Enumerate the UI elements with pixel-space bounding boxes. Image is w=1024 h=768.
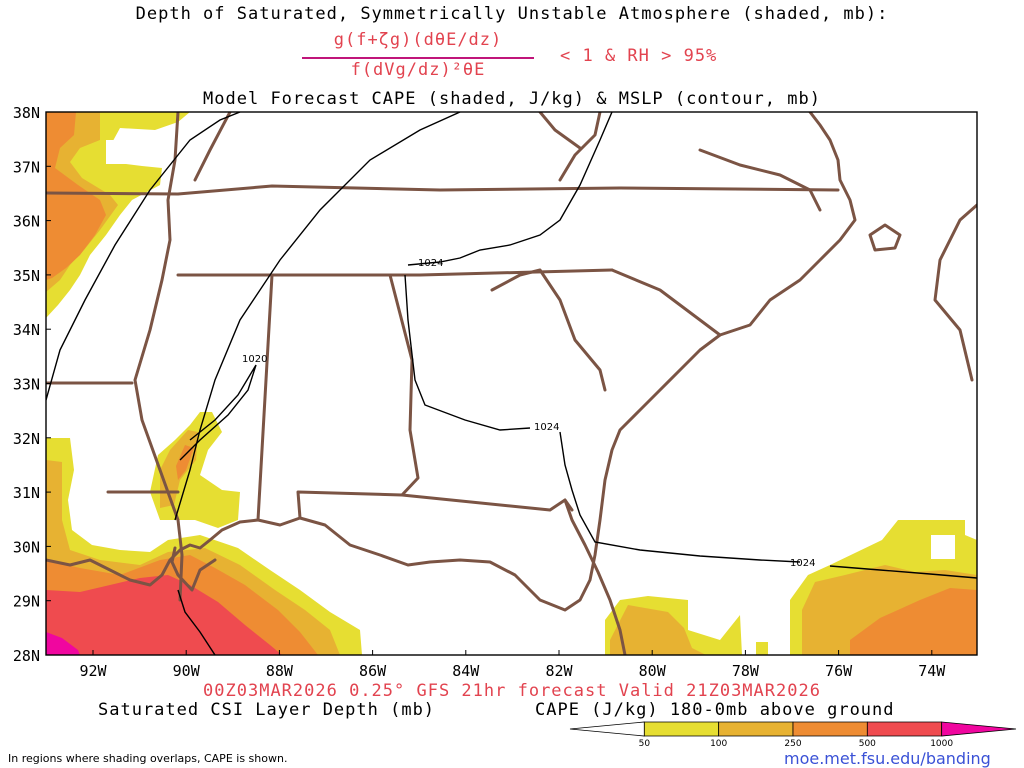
- border-ky-tn-va-nc: [46, 184, 840, 196]
- lon-label: 86W: [359, 662, 387, 680]
- colorbar-swatch: [718, 721, 794, 737]
- colorbar-tick-label: 100: [710, 739, 727, 749]
- lon-label: 90W: [173, 662, 201, 680]
- cape-nw-gap: [106, 140, 150, 164]
- lon-label: 74W: [918, 662, 946, 680]
- title-line-3: Model Forecast CAPE (shaded, J/kg) & MSL…: [203, 89, 821, 109]
- cape-nw-250: [46, 112, 106, 280]
- mslp-contours: [46, 112, 977, 655]
- lon-label: 82W: [545, 662, 573, 680]
- overlap-note: In regions where shading overlaps, CAPE …: [8, 752, 288, 765]
- colorbar-swatch: [643, 721, 720, 737]
- contour-1020-outer: [174, 112, 461, 521]
- cape-mid-250: [176, 445, 194, 480]
- colorbar-tick-label: 500: [859, 739, 876, 749]
- lat-label: 30N: [13, 538, 40, 556]
- title-condition: < 1 & RH > 95%: [560, 46, 718, 66]
- chesapeake: [698, 148, 822, 212]
- wv-border: [558, 112, 602, 182]
- cape-sw-500: [46, 575, 282, 655]
- lat-label: 33N: [13, 376, 40, 394]
- colorbar-swatch: [866, 721, 943, 737]
- lon-label: 84W: [452, 662, 480, 680]
- title-numerator: g(f+ζg)(dθE/dz): [333, 30, 503, 50]
- valid-time: 00Z03MAR2026 0.25° GFS 21hr forecast Val…: [203, 681, 821, 701]
- va-border: [538, 112, 582, 150]
- lon-label: 92W: [79, 662, 107, 680]
- cape-colorbar: 50 100 250 500 1000: [569, 721, 1017, 749]
- title-line-1: Depth of Saturated, Symmetrically Unstab…: [135, 4, 889, 24]
- contour-label-d: 1024: [790, 558, 815, 569]
- contour-1024-east: [559, 431, 801, 563]
- florida-east-coast: [563, 498, 627, 655]
- lat-label: 29N: [13, 593, 40, 611]
- atlantic-gulf-coastline: [46, 112, 857, 612]
- cape-shading: [46, 112, 977, 655]
- title-denominator: f(dVg/dz)²θE: [350, 60, 486, 80]
- border-al-ga-fl: [296, 273, 420, 520]
- lon-label: 80W: [639, 662, 667, 680]
- mississippi-river-border: [133, 112, 184, 602]
- border-tn-south: [176, 268, 614, 277]
- offshore-island: [868, 223, 902, 252]
- mo-border: [193, 112, 232, 182]
- lat-label: 34N: [13, 321, 40, 339]
- lat-label: 36N: [13, 213, 40, 231]
- contour-1024-north: [407, 112, 613, 266]
- colorbar-tick-label: 1000: [930, 739, 953, 749]
- lon-label: 76W: [825, 662, 853, 680]
- border-nc-sc: [610, 268, 722, 337]
- site-link[interactable]: moe.met.fsu.edu/banding: [784, 749, 991, 768]
- east-landmass: [933, 203, 977, 382]
- contour-1024-south: [404, 274, 531, 431]
- contour-label-c: 1024: [534, 422, 559, 433]
- contour-label-a: 1024: [418, 258, 443, 269]
- colorbar-tick-label: 50: [639, 739, 651, 749]
- louisiana-delta: [170, 546, 217, 592]
- colorbar-swatch: [941, 721, 1017, 737]
- cape-fl-spot: [756, 642, 768, 655]
- csi-legend-label: Saturated CSI Layer Depth (mb): [98, 700, 436, 720]
- cape-se-gap: [931, 535, 955, 559]
- contour-delta: [177, 589, 216, 655]
- cape-fl-100: [610, 605, 706, 655]
- longitude-axis: 92W 90W 88W 86W 84W 82W 80W 78W 76W 74W: [79, 650, 946, 680]
- lon-label: 78W: [732, 662, 760, 680]
- lat-label: 37N: [13, 158, 40, 176]
- colorbar-tick-label: 250: [784, 739, 801, 749]
- contour-1024-offshore: [829, 565, 977, 579]
- colorbar-swatch: [792, 721, 868, 737]
- cape-se-250: [850, 588, 977, 655]
- contour-west: [46, 112, 241, 401]
- lat-label: 35N: [13, 267, 40, 285]
- colorbar-swatch: [569, 721, 645, 737]
- cape-sw-1000: [46, 632, 80, 655]
- lat-label: 28N: [13, 647, 40, 665]
- lat-label: 32N: [13, 430, 40, 448]
- political-borders: [46, 112, 977, 655]
- fraction-bar: [302, 57, 534, 59]
- border-ga-fl: [400, 493, 574, 512]
- cape-nw-50: [46, 112, 190, 318]
- latitude-axis: 38N 37N 36N 35N 34N 33N 32N 31N 30N 29N 28N: [13, 104, 51, 665]
- lat-label: 31N: [13, 484, 40, 502]
- border-ga-sc: [490, 268, 607, 392]
- contour-label-b: 1020: [242, 354, 267, 365]
- lon-label: 88W: [266, 662, 294, 680]
- lat-label: 38N: [13, 104, 40, 122]
- contour-1020-inner: [179, 364, 257, 461]
- cape-legend-label: CAPE (J/kg) 180-0mb above ground: [535, 700, 895, 720]
- border-ms-al: [256, 273, 274, 522]
